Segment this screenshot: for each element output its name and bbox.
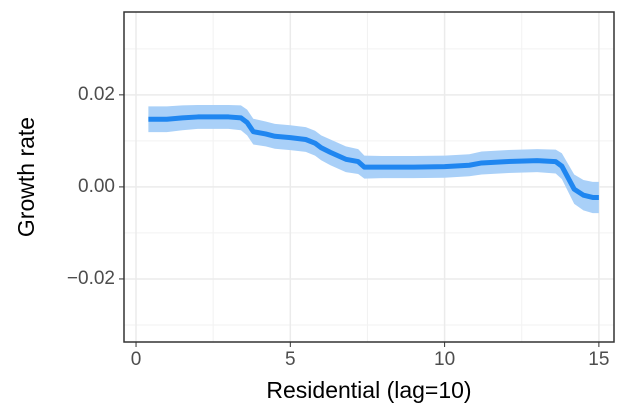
y-tick-label: −0.02 [67, 268, 115, 289]
x-axis-title: Residential (lag=10) [266, 377, 471, 403]
line [148, 114, 599, 200]
panel-border [123, 11, 615, 343]
x-tick-label: 5 [285, 349, 296, 370]
x-tick-label: 0 [131, 349, 142, 370]
y-tick-label: 0.00 [78, 176, 115, 197]
y-tick-label: 0.02 [78, 84, 115, 105]
x-tick-label: 15 [588, 349, 609, 370]
x-tick-label: 10 [434, 349, 455, 370]
y-axis-title: Growth rate [13, 117, 39, 237]
